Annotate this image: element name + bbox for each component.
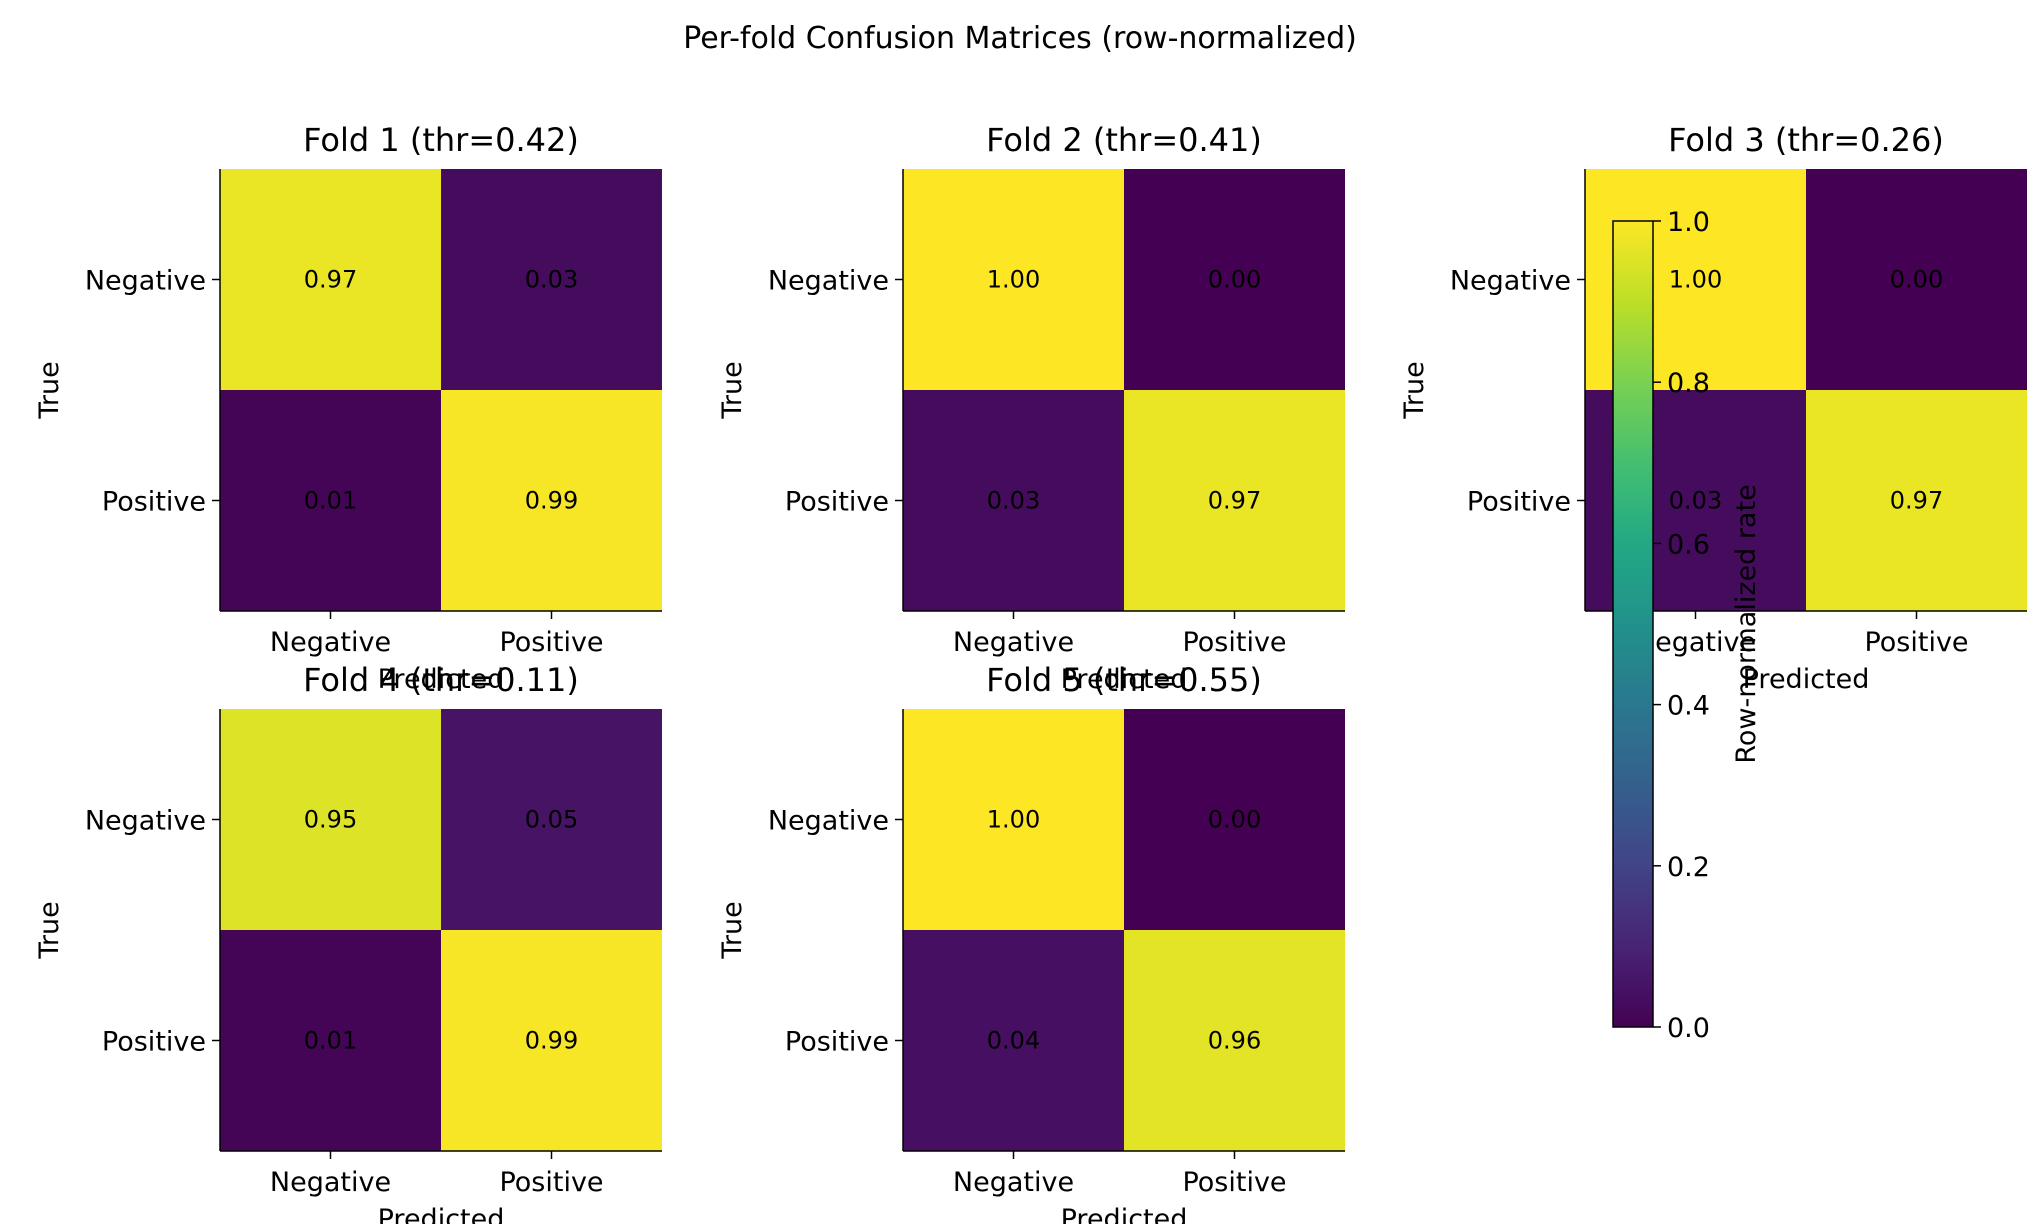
heatmap-cell-1-r0-c0 (220, 169, 441, 390)
y-axis-label-5: True (717, 901, 748, 959)
colorbar-tick-label-0: 0.0 (1667, 1013, 1710, 1044)
x-tick-label-2-0: Negative (953, 627, 1074, 658)
colorbar-tick-label-1: 0.2 (1667, 852, 1710, 883)
y-tick-label-1-1: Positive (102, 487, 206, 518)
heatmap-cell-4-r1-c0 (220, 930, 441, 1151)
y-tick-label-3-0: Negative (1450, 266, 1571, 297)
x-tick-label-5-0: Negative (953, 1167, 1074, 1198)
y-tick-label-4-0: Negative (85, 806, 206, 837)
heatmap-cell-1-r1-c1 (441, 390, 662, 611)
y-axis-label-2: True (717, 361, 748, 419)
heatmap-cell-5-r1-c1 (1124, 930, 1345, 1151)
heatmap-cell-1-r0-c1 (441, 169, 662, 390)
x-axis-label-5: Predicted (1061, 1204, 1188, 1224)
heatmap-cell-3-r0-c1 (1806, 169, 2027, 390)
cell-value-5-r0-c0: 1.00 (987, 806, 1040, 834)
cell-value-4-r1-c1: 0.99 (525, 1027, 578, 1055)
panel-title-2: Fold 2 (thr=0.41) (986, 121, 1262, 159)
y-tick-label-2-1: Positive (785, 487, 889, 518)
y-axis-label-3: True (1399, 361, 1430, 419)
x-tick-label-1-0: Negative (270, 627, 391, 658)
cell-value-1-r0-c0: 0.97 (304, 266, 357, 294)
colorbar-label: Row-normalized rate (1731, 484, 1762, 763)
x-tick-label-4-0: Negative (270, 1167, 391, 1198)
cell-value-5-r1-c0: 0.04 (987, 1027, 1040, 1055)
colorbar-outline (1612, 220, 1654, 1028)
cell-value-2-r0-c1: 0.00 (1208, 266, 1261, 294)
cell-value-2-r1-c0: 0.03 (987, 487, 1040, 515)
cell-value-2-r1-c1: 0.97 (1208, 487, 1261, 515)
heatmap-panel-5: 1.00 0.00 0.04 0.96 Negative Positive Negative… (717, 661, 1345, 1224)
heatmap-cell-4-r1-c1 (441, 930, 662, 1151)
x-axis-label-2: Predicted (1061, 664, 1188, 695)
colorbar: 0.0 0.2 0.4 0.6 0.8 1.0 Row-normalized rate (1612, 207, 1762, 1044)
y-tick-label-5-0: Negative (768, 806, 889, 837)
colorbar-tick-label-4: 0.8 (1667, 368, 1710, 399)
y-axis-label-4: True (34, 901, 65, 959)
heatmap-panel-2: 1.00 0.00 0.03 0.97 Negative Positive Negative… (717, 121, 1345, 695)
cell-value-3-r0-c0: 1.00 (1669, 266, 1722, 294)
cell-value-1-r1-c1: 0.99 (525, 487, 578, 515)
heatmap-panel-3: 1.00 0.00 0.03 0.97 Negative Positive Negative… (1399, 121, 2027, 695)
x-tick-label-2-1: Positive (1182, 627, 1286, 658)
panel-title-3: Fold 3 (thr=0.26) (1668, 121, 1944, 159)
x-tick-label-1-1: Positive (499, 627, 603, 658)
x-axis-label-4: Predicted (378, 1204, 505, 1224)
x-axis-label-3: Predicted (1743, 664, 1870, 695)
y-tick-label-1-0: Negative (85, 266, 206, 297)
heatmap-cell-5-r0-c0 (903, 709, 1124, 930)
y-axis-label-1: True (34, 361, 65, 419)
cell-value-4-r0-c1: 0.05 (525, 806, 578, 834)
panel-title-4: Fold 4 (thr=0.11) (303, 661, 579, 699)
colorbar-tick-label-3: 0.6 (1667, 529, 1710, 560)
colorbar-tick-label-2: 0.4 (1667, 691, 1710, 722)
heatmap-panel-1: 0.97 0.03 0.01 0.99 Negative Positive Negative… (34, 121, 662, 695)
cell-value-3-r1-c0: 0.03 (1669, 487, 1722, 515)
heatmap-cell-3-r1-c1 (1806, 390, 2027, 611)
heatmap-cell-2-r1-c0 (903, 390, 1124, 611)
x-tick-label-3-1: Positive (1864, 627, 1968, 658)
x-tick-label-5-1: Positive (1182, 1167, 1286, 1198)
panel-title-5: Fold 5 (thr=0.55) (986, 661, 1262, 699)
cell-value-4-r1-c0: 0.01 (304, 1027, 357, 1055)
panel-title-1: Fold 1 (thr=0.42) (303, 121, 579, 159)
x-axis-label-1: Predicted (378, 664, 505, 695)
y-tick-label-4-1: Positive (102, 1027, 206, 1058)
heatmap-cell-2-r0-c1 (1124, 169, 1345, 390)
heatmap-cell-4-r0-c0 (220, 709, 441, 930)
x-tick-label-3-0: Negative (1635, 627, 1756, 658)
heatmap-cell-2-r1-c1 (1124, 390, 1345, 611)
heatmap-panel-4: 0.95 0.05 0.01 0.99 Negative Positive Negative… (34, 661, 662, 1224)
y-tick-label-2-0: Negative (768, 266, 889, 297)
heatmap-cell-4-r0-c1 (441, 709, 662, 930)
heatmap-cell-5-r1-c0 (903, 930, 1124, 1151)
cell-value-5-r0-c1: 0.00 (1208, 806, 1261, 834)
figure-title: Per-fold Confusion Matrices (row-normali… (683, 21, 1357, 56)
colorbar-tick-label-5: 1.0 (1667, 207, 1710, 238)
cell-value-1-r1-c0: 0.01 (304, 487, 357, 515)
cell-value-2-r0-c0: 1.00 (987, 266, 1040, 294)
cell-value-3-r1-c1: 0.97 (1890, 487, 1943, 515)
colorbar-gradient-bar (1613, 221, 1653, 1027)
y-tick-label-3-1: Positive (1467, 487, 1571, 518)
cell-value-1-r0-c1: 0.03 (525, 266, 578, 294)
heatmap-cell-5-r0-c1 (1124, 709, 1345, 930)
cell-value-5-r1-c1: 0.96 (1208, 1027, 1261, 1055)
heatmap-cell-1-r1-c0 (220, 390, 441, 611)
panels: 0.97 0.03 0.01 0.99 Negative Positive Negative… (34, 121, 2027, 1224)
cell-value-4-r0-c0: 0.95 (304, 806, 357, 834)
heatmap-cell-2-r0-c0 (903, 169, 1124, 390)
y-tick-label-5-1: Positive (785, 1027, 889, 1058)
cell-value-3-r0-c1: 0.00 (1890, 266, 1943, 294)
x-tick-label-4-1: Positive (499, 1167, 603, 1198)
